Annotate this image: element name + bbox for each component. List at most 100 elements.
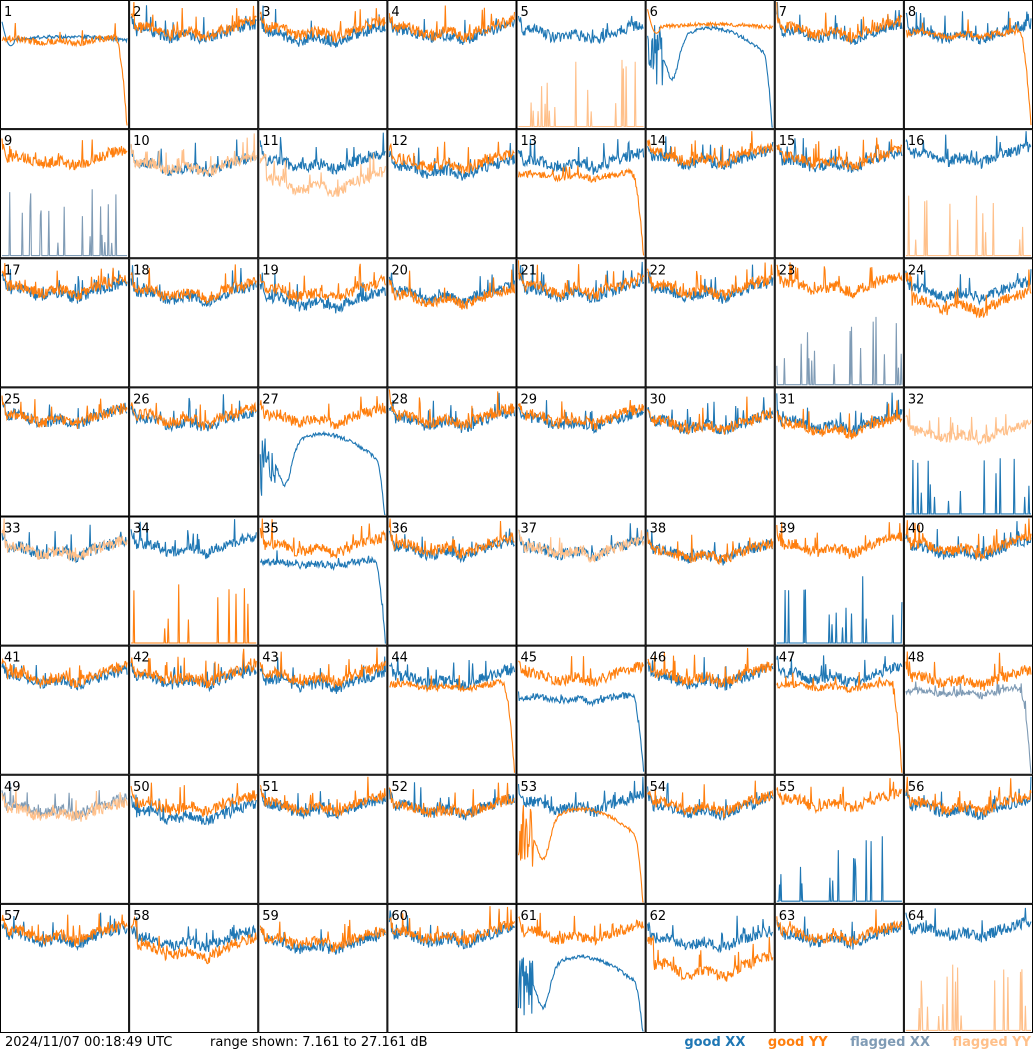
series-yy-5 <box>518 59 644 128</box>
series-yy-46 <box>647 647 774 688</box>
panel-1: 1 <box>0 0 130 130</box>
series-yy-50 <box>130 782 257 817</box>
panel-label: 48 <box>908 651 925 666</box>
panel-label: 58 <box>133 909 150 924</box>
series-yy-51 <box>259 776 386 818</box>
panel-4: 4 <box>387 0 517 130</box>
panel-49: 49 <box>0 774 130 904</box>
series-yy-53 <box>517 805 644 903</box>
series-yy-43 <box>259 647 386 689</box>
panel-58: 58 <box>129 903 259 1033</box>
series-xx-5 <box>517 15 644 44</box>
panel-frame <box>0 0 130 130</box>
panel-36: 36 <box>387 516 517 646</box>
panel-label: 32 <box>908 392 925 407</box>
series-yy-26 <box>130 401 257 431</box>
panel-41: 41 <box>0 645 130 775</box>
panel-label: 21 <box>521 263 538 278</box>
panel-label: 5 <box>521 5 529 20</box>
panel-44: 44 <box>387 645 517 775</box>
panel-label: 28 <box>391 392 408 407</box>
series-xx-34 <box>130 519 257 560</box>
legend-flagged-xx: flagged XX <box>850 1035 930 1050</box>
panel-frame <box>903 387 1033 517</box>
series-yy-4 <box>388 5 516 43</box>
panel-28: 28 <box>387 387 517 517</box>
panel-56: 56 <box>903 774 1033 904</box>
panel-24: 24 <box>903 258 1033 388</box>
panel-label: 57 <box>4 909 21 924</box>
panel-label: 1 <box>4 5 12 20</box>
timestamp: 2024/11/07 00:18:49 UTC <box>5 1035 173 1050</box>
panel-label: 38 <box>650 522 667 537</box>
series-yy-48 <box>905 651 1032 691</box>
series-yy-11 <box>259 152 386 198</box>
series-xx-44 <box>388 656 516 691</box>
panel-frame <box>387 129 517 259</box>
panel-31: 31 <box>774 387 904 517</box>
series-xx-61 <box>517 953 644 1032</box>
panel-frame <box>258 387 388 517</box>
panel-29: 29 <box>516 387 646 517</box>
panel-frame <box>129 903 259 1033</box>
series-yy-49 <box>1 789 128 822</box>
legend: good XX good YY flagged XX flagged YY <box>666 1035 1031 1050</box>
series-yy-28 <box>388 389 515 431</box>
panel-frame <box>903 258 1033 388</box>
panel-label: 10 <box>133 134 150 149</box>
series-yy-32 <box>905 408 1032 446</box>
panel-61: 61 <box>516 903 646 1033</box>
panel-label: 30 <box>650 392 667 407</box>
series-yy-31 <box>776 400 903 440</box>
panel-27: 27 <box>258 387 388 517</box>
panel-47: 47 <box>774 645 904 775</box>
panel-label: 46 <box>650 651 667 666</box>
panel-frame <box>516 903 646 1033</box>
panel-label: 61 <box>521 909 538 924</box>
panel-40: 40 <box>903 516 1033 646</box>
series-yy-19 <box>259 263 386 303</box>
series-yy-59 <box>259 919 386 953</box>
series-yy-39 <box>776 522 903 559</box>
series-yy-62 <box>647 935 774 982</box>
panel-18: 18 <box>129 258 259 388</box>
series-xx-24 <box>905 269 1032 306</box>
panel-label: 23 <box>779 263 796 278</box>
series-yy-20 <box>388 269 516 310</box>
series-yy-34 <box>131 584 257 644</box>
series-yy-42 <box>130 648 257 689</box>
series-yy-44 <box>389 675 516 773</box>
series-xx-45 <box>517 691 645 772</box>
panel-label: 29 <box>521 392 538 407</box>
legend-flagged-yy: flagged YY <box>952 1035 1032 1050</box>
panel-16: 16 <box>903 129 1033 259</box>
panel-57: 57 <box>0 903 130 1033</box>
panel-label: 7 <box>779 5 787 20</box>
panel-30: 30 <box>645 387 775 517</box>
series-xx-3 <box>259 5 386 48</box>
series-xx-9 <box>2 189 128 257</box>
series-yy-57 <box>1 913 128 948</box>
panel-frame <box>0 258 130 388</box>
panel-frame <box>0 387 130 517</box>
panel-6: 6 <box>645 0 775 130</box>
legend-good-yy: good YY <box>767 1035 828 1050</box>
panel-label: 8 <box>908 5 916 20</box>
series-xx-58 <box>130 917 257 952</box>
panel-label: 62 <box>650 909 667 924</box>
panel-frame <box>258 0 388 130</box>
series-xx-55 <box>776 836 902 902</box>
series-yy-64 <box>905 964 1031 1031</box>
series-yy-27 <box>259 396 386 430</box>
panel-38: 38 <box>645 516 775 646</box>
panel-19: 19 <box>258 258 388 388</box>
panel-label: 63 <box>779 909 796 924</box>
series-yy-61 <box>518 912 645 947</box>
panel-label: 11 <box>262 134 279 149</box>
panel-label: 43 <box>262 651 279 666</box>
panel-label: 55 <box>779 780 796 795</box>
panel-frame <box>387 516 517 646</box>
series-yy-55 <box>776 778 903 815</box>
panel-label: 24 <box>908 263 925 278</box>
